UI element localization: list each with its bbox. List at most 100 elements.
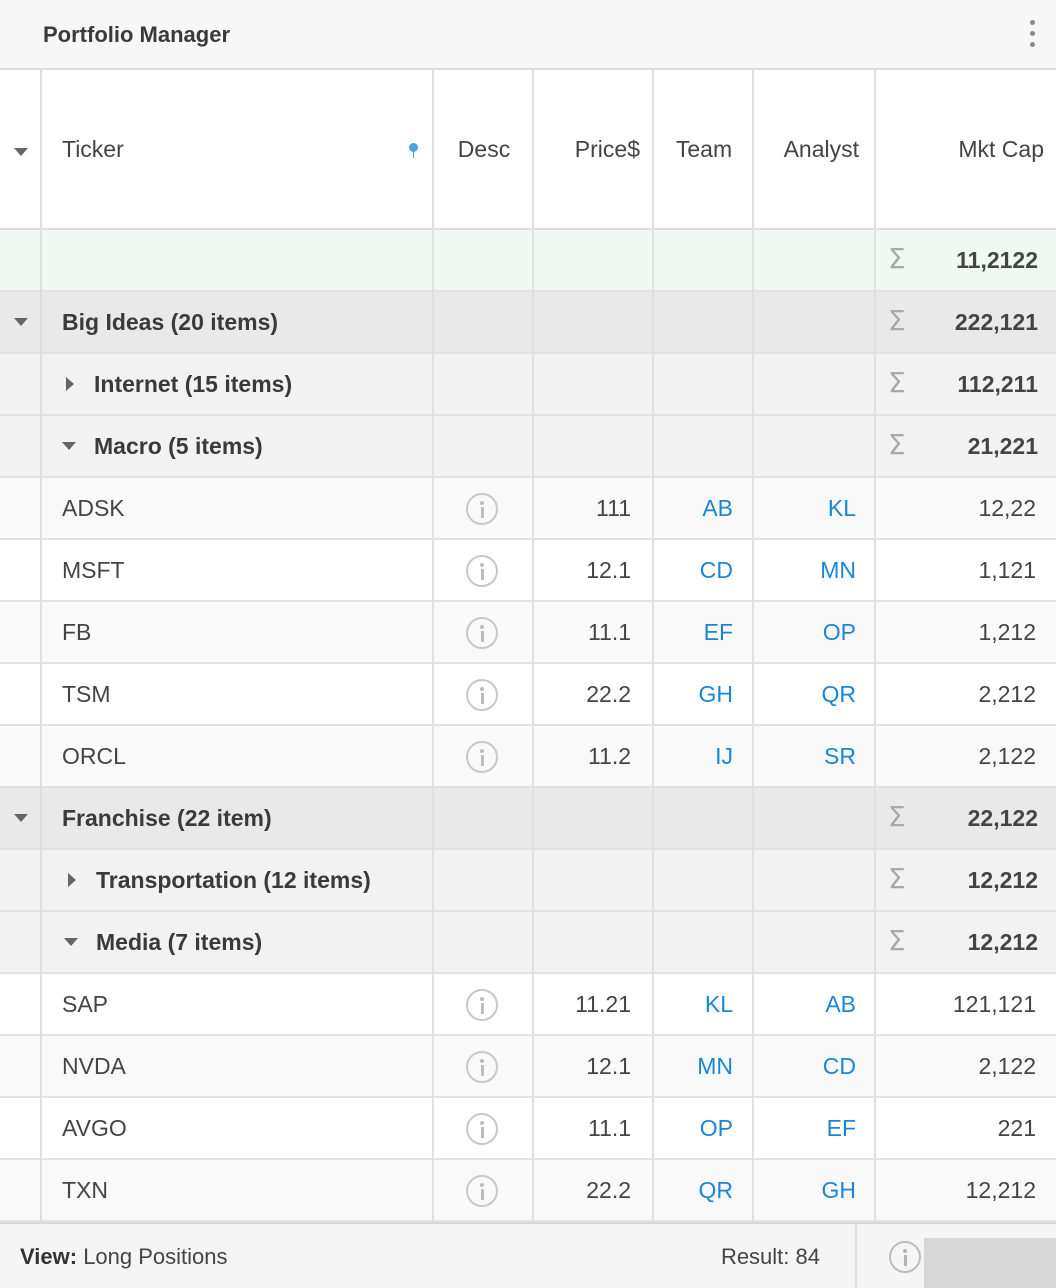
team-link[interactable]: EF [703,619,733,645]
collapse-all-icon[interactable] [14,148,28,156]
price-cell: 11.1 [587,619,631,645]
sigma-icon: Σ [888,428,906,461]
group-row[interactable]: Transportation (12 items) Σ 12,212 [0,850,1056,912]
column-header-row: Ticker Desc Price$ Team Analyst Mkt Cap [0,70,1056,230]
column-divider [752,70,754,1222]
group-row[interactable]: Franchise (22 item) Σ 22,122 [0,788,1056,850]
info-icon[interactable] [466,617,498,649]
table-row[interactable]: NVDA 12.1 MN CD 2,122 [0,1036,1056,1098]
view-selector[interactable]: View: Long Positions [20,1224,228,1288]
info-icon[interactable] [466,1113,498,1145]
analyst-link[interactable]: OP [822,619,856,645]
info-icon[interactable] [466,989,498,1021]
column-header-team[interactable]: Team [675,136,733,162]
analyst-link[interactable]: MN [820,557,856,583]
group-row[interactable]: Media (7 items) Σ 12,212 [0,912,1056,974]
info-icon[interactable] [466,679,498,711]
mktcap-cell: 221 [997,1115,1036,1141]
collapse-group-icon[interactable] [14,318,28,326]
column-header-analyst[interactable]: Analyst [783,136,859,162]
group-label: Transportation (12 items) [96,867,371,893]
team-link[interactable]: IJ [715,743,733,769]
column-header-price[interactable]: Price$ [574,136,640,162]
team-link[interactable]: KL [704,991,733,1017]
price-cell: 12.1 [586,557,631,583]
sigma-icon: Σ [888,924,906,957]
ticker-cell: TSM [62,681,111,707]
group-label: Franchise (22 item) [62,805,272,831]
price-cell: 11.1 [587,1115,631,1141]
table-row[interactable]: SAP 11.21 KL AB 121,121 [0,974,1056,1036]
group-mktcap: 21,221 [967,433,1038,459]
sigma-icon: Σ [888,366,906,399]
table-row[interactable]: MSFT 12.1 CD MN 1,121 [0,540,1056,602]
analyst-link[interactable]: EF [826,1115,856,1141]
mktcap-cell: 12,212 [965,1177,1036,1203]
analyst-link[interactable]: GH [821,1177,857,1203]
column-divider [532,70,534,1222]
price-cell: 111 [596,495,631,521]
expand-group-icon[interactable] [66,377,74,391]
portfolio-grid: Ticker Desc Price$ Team Analyst Mkt Cap … [0,70,1056,1222]
ticker-cell: AVGO [62,1115,127,1141]
sigma-icon: Σ [888,242,906,275]
ticker-cell: TXN [62,1177,108,1203]
info-icon[interactable] [466,493,498,525]
column-header-desc[interactable]: Desc [457,136,511,162]
column-header-mktcap[interactable]: Mkt Cap [958,136,1044,162]
team-link[interactable]: QR [698,1177,734,1203]
column-header-ticker[interactable]: Ticker [62,136,124,162]
column-divider [874,70,876,1222]
team-link[interactable]: GH [698,681,734,707]
team-link[interactable]: MN [697,1053,733,1079]
mktcap-cell: 2,212 [978,681,1036,707]
footer-divider [855,1224,857,1288]
horizontal-scrollbar[interactable] [924,1238,1056,1288]
analyst-link[interactable]: SR [824,743,856,769]
table-row[interactable]: FB 11.1 EF OP 1,212 [0,602,1056,664]
ticker-cell: SAP [62,991,109,1017]
group-row[interactable]: Macro (5 items) Σ 21,221 [0,416,1056,478]
mktcap-cell: 1,212 [978,619,1036,645]
price-cell: 22.2 [586,681,631,707]
analyst-link[interactable]: KL [827,495,856,521]
group-label: Big Ideas (20 items) [62,309,279,335]
expand-group-icon[interactable] [68,873,76,887]
pin-icon[interactable] [409,143,418,158]
mktcap-cell: 1,121 [978,557,1036,583]
team-link[interactable]: OP [699,1115,733,1141]
analyst-link[interactable]: AB [825,991,856,1017]
group-row[interactable]: Internet (15 items) Σ 112,211 [0,354,1056,416]
group-label: Internet (15 items) [94,371,293,397]
analyst-link[interactable]: CD [822,1053,856,1079]
info-icon[interactable] [466,1175,498,1207]
title-bar: Portfolio Manager [0,0,1056,70]
table-row[interactable]: ORCL 11.2 IJ SR 2,122 [0,726,1056,788]
column-divider [652,70,654,1222]
collapse-group-icon[interactable] [62,442,76,450]
app-title: Portfolio Manager [43,22,231,47]
group-mktcap: 12,212 [967,929,1038,955]
collapse-group-icon[interactable] [14,814,28,822]
table-row[interactable]: ADSK 111 AB KL 12,22 [0,478,1056,540]
team-link[interactable]: AB [702,495,733,521]
collapse-group-icon[interactable] [64,938,78,946]
mktcap-total: 11,2122 [956,247,1038,273]
info-icon[interactable] [466,555,498,587]
price-cell: 22.2 [586,1177,631,1203]
price-cell: 12.1 [586,1053,631,1079]
ticker-cell: ORCL [62,743,126,769]
view-value: Long Positions [83,1244,228,1269]
kebab-icon[interactable] [1022,18,1042,50]
mktcap-cell: 2,122 [978,743,1036,769]
table-row[interactable]: TXN 22.2 QR GH 12,212 [0,1160,1056,1222]
info-icon[interactable] [466,1051,498,1083]
ticker-cell: NVDA [62,1053,126,1079]
info-icon[interactable] [889,1241,921,1273]
table-row[interactable]: AVGO 11.1 OP EF 221 [0,1098,1056,1160]
analyst-link[interactable]: QR [821,681,857,707]
group-row[interactable]: Big Ideas (20 items) Σ 222,121 [0,292,1056,354]
team-link[interactable]: CD [699,557,733,583]
table-row[interactable]: TSM 22.2 GH QR 2,212 [0,664,1056,726]
info-icon[interactable] [466,741,498,773]
